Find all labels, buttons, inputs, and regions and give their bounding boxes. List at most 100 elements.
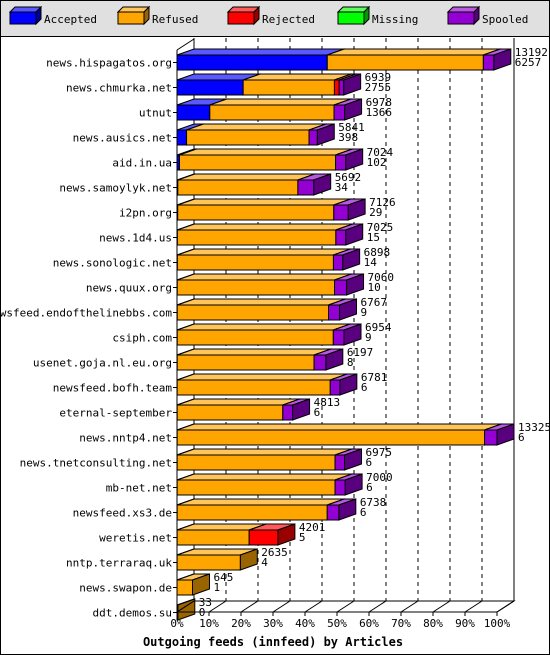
x-tick-depth-line	[368, 600, 387, 613]
x-tick-label: 50%	[327, 617, 347, 630]
x-tick-depth-line	[336, 600, 355, 613]
offered-label: 7060	[368, 271, 395, 284]
bar-segment-spooled	[482, 54, 495, 71]
accepted-label: 9	[365, 331, 372, 344]
x-tick-depth-line	[304, 600, 323, 613]
category-label: eternal-september	[59, 407, 172, 420]
legend-label-missing: Missing	[372, 13, 418, 26]
offered-label: 6954	[365, 321, 392, 334]
category-label: news.chmurka.net	[66, 82, 172, 95]
offered-label: 4201	[299, 521, 326, 534]
category-label: newsfeed.xs3.de	[73, 507, 172, 520]
category-label: utnut	[139, 107, 172, 120]
offered-label: 33	[199, 596, 212, 609]
offered-label: 6978	[366, 96, 393, 109]
offered-label: 6767	[361, 296, 388, 309]
accepted-label: 102	[367, 156, 387, 169]
x-tick-depth-line	[240, 600, 259, 613]
accepted-label: 6	[518, 431, 525, 444]
bar-segment-rejected	[248, 529, 279, 546]
legend-swatch-refused	[117, 11, 145, 25]
bar-segment-spooled	[333, 104, 346, 121]
legend-swatch-accepted	[9, 11, 37, 25]
category-label: newsfeed.bofh.team	[53, 382, 173, 395]
bar-segment-spooled	[334, 279, 348, 296]
x-tick-depth-line	[464, 600, 483, 613]
category-label: news.nntp4.net	[79, 432, 172, 445]
legend-label-rejected: Rejected	[262, 13, 315, 26]
accepted-label: 29	[369, 206, 382, 219]
bar-segment-spooled	[282, 404, 294, 421]
category-label: news.hispagatos.org	[46, 57, 172, 70]
accepted-label: 2755	[365, 81, 392, 94]
category-label: weretis.net	[99, 532, 172, 545]
bar-segment-spooled	[332, 329, 345, 346]
offered-label: 6898	[364, 246, 391, 259]
offered-label: 6738	[360, 496, 387, 509]
bar-segment-spooled	[335, 229, 347, 246]
accepted-label: 9	[361, 306, 368, 319]
category-label: news.quux.org	[86, 282, 172, 295]
category-label: news.samoylyk.net	[59, 182, 172, 195]
x-tick-label: 70%	[391, 617, 411, 630]
x-tick-label: 40%	[295, 617, 315, 630]
accepted-label: 6	[314, 406, 321, 419]
accepted-label: 6	[366, 481, 373, 494]
bar-segment-spooled	[484, 429, 498, 446]
category-label: newsfeed.endofthelinebbs.com	[0, 307, 172, 320]
x-tick-depth-line	[176, 600, 195, 613]
category-label: news.sonologic.net	[53, 257, 172, 270]
accepted-label: 6	[361, 381, 368, 394]
x-tick-label: 30%	[263, 617, 283, 630]
offered-label: 7000	[366, 471, 393, 484]
x-tick-label: 10%	[199, 617, 219, 630]
bar-segment-spooled	[329, 379, 341, 396]
legend-label-accepted: Accepted	[44, 13, 97, 26]
accepted-label: 34	[335, 181, 349, 194]
bar-segment-spooled	[313, 354, 327, 371]
category-label: i2pn.org	[119, 207, 172, 220]
offered-label: 6975	[366, 446, 393, 459]
x-axis-title: Outgoing feeds (innfeed) by Articles	[143, 635, 403, 649]
bar-segment-spooled	[332, 254, 344, 271]
x-tick-depth-line	[400, 600, 419, 613]
x-tick-label: 100%	[484, 617, 511, 630]
accepted-label: 6	[366, 456, 373, 469]
offered-label: 4813	[314, 396, 341, 409]
accepted-label: 15	[367, 231, 380, 244]
bar-segment-spooled	[334, 454, 346, 471]
x-tick-depth-line	[272, 600, 291, 613]
accepted-label: 6257	[515, 56, 542, 69]
offered-label: 7025	[367, 221, 394, 234]
accepted-label: 398	[338, 131, 358, 144]
legend-swatch-spooled	[447, 11, 475, 25]
offered-label: 6781	[361, 371, 388, 384]
bar-segment-spooled	[338, 79, 345, 96]
category-label: news.1d4.us	[99, 232, 172, 245]
bar-segment-spooled	[333, 204, 349, 221]
bar-segment-spooled	[297, 179, 315, 196]
offered-label: 7126	[369, 196, 396, 209]
bar-segment-spooled	[335, 154, 347, 171]
x-tick-label: 20%	[231, 617, 251, 630]
offered-label: 7024	[367, 146, 394, 159]
legend-label-spooled: Spooled	[482, 13, 528, 26]
category-label: mb-net.net	[106, 482, 172, 495]
x-tick-depth-line	[496, 600, 515, 613]
accepted-label: 5	[299, 531, 306, 544]
accepted-label: 6	[360, 506, 367, 519]
category-label: csiph.com	[112, 332, 172, 345]
accepted-label: 10	[368, 281, 381, 294]
accepted-label: 1	[213, 581, 220, 594]
category-label: news.swapon.de	[79, 582, 172, 595]
axis-corner-line	[176, 38, 195, 51]
category-label: usenet.goja.nl.eu.org	[33, 357, 172, 370]
offered-label: 6939	[365, 71, 392, 84]
x-tick-label: 60%	[359, 617, 379, 630]
offered-label: 2635	[261, 546, 288, 559]
legend-swatch-missing	[337, 11, 365, 25]
offered-label: 13325	[518, 421, 550, 434]
offered-label: 5841	[338, 121, 365, 134]
